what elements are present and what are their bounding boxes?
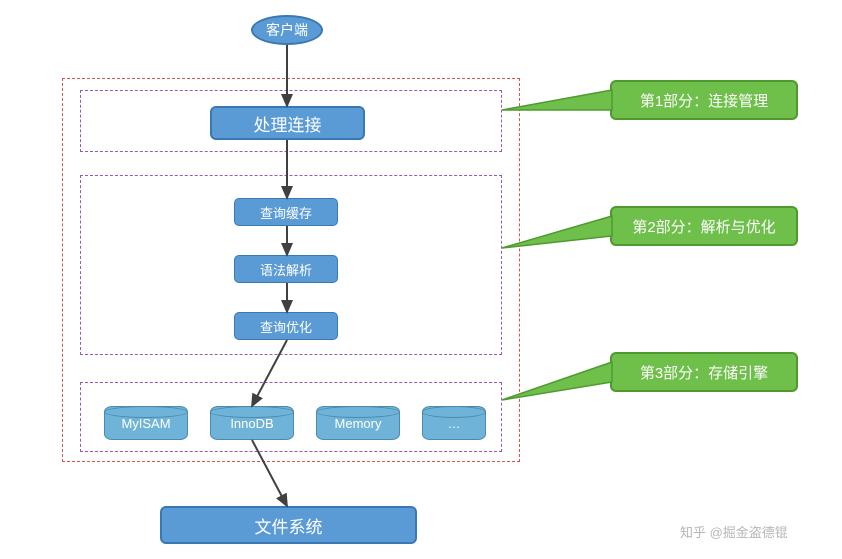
syntax-parse-node: 语法解析 xyxy=(234,255,338,283)
storage-engine-label: InnoDB xyxy=(230,416,273,431)
watermark-text: 知乎 @掘金盗德锟 xyxy=(680,522,788,541)
syntax-parse-label: 语法解析 xyxy=(260,260,312,279)
handle-connection-label: 处理连接 xyxy=(254,111,322,136)
filesystem-node: 文件系统 xyxy=(160,506,417,544)
section-callout: 第3部分：存储引擎 xyxy=(610,352,798,392)
section-callout-label: 第3部分：存储引擎 xyxy=(640,362,768,383)
storage-engine-cylinder: … xyxy=(422,406,486,440)
storage-engine-cylinder: Memory xyxy=(316,406,400,440)
section-callout-label: 第2部分：解析与优化 xyxy=(632,216,775,237)
query-cache-node: 查询缓存 xyxy=(234,198,338,226)
client-node: 客户端 xyxy=(251,15,323,45)
storage-engine-label: … xyxy=(448,416,461,431)
query-optimize-node: 查询优化 xyxy=(234,312,338,340)
filesystem-label: 文件系统 xyxy=(255,513,323,538)
client-label: 客户端 xyxy=(266,20,308,40)
query-cache-label: 查询缓存 xyxy=(260,203,312,222)
storage-engine-label: Memory xyxy=(335,416,382,431)
section-callout: 第2部分：解析与优化 xyxy=(610,206,798,246)
handle-connection-node: 处理连接 xyxy=(210,106,365,140)
query-optimize-label: 查询优化 xyxy=(260,317,312,336)
storage-engine-label: MyISAM xyxy=(121,416,170,431)
storage-engine-cylinder: MyISAM xyxy=(104,406,188,440)
section-callout-label: 第1部分：连接管理 xyxy=(640,90,768,111)
section-callout: 第1部分：连接管理 xyxy=(610,80,798,120)
storage-engine-cylinder: InnoDB xyxy=(210,406,294,440)
